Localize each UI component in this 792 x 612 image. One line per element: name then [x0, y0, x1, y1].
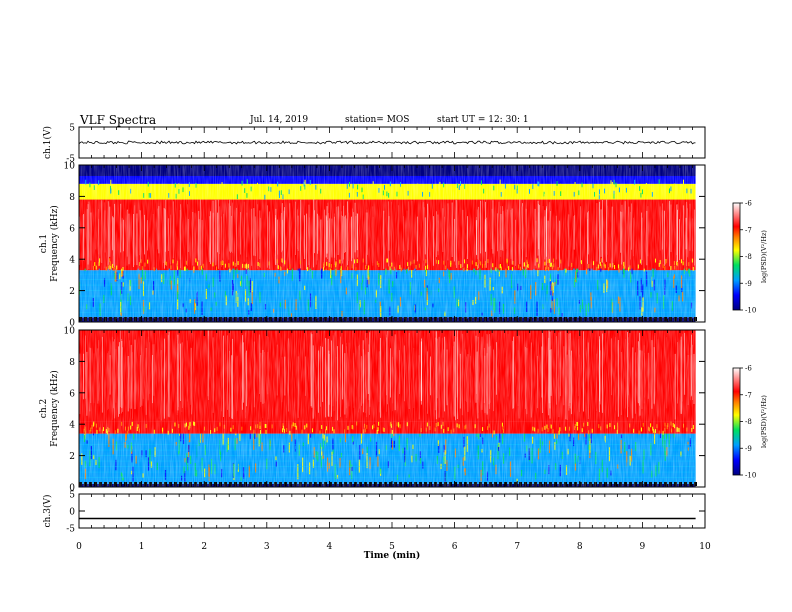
y-tick-label: -5 — [66, 525, 75, 535]
ch1-voltage-axis-label: ch.1(V) — [42, 126, 53, 159]
x-tick-label: 0 — [76, 542, 82, 552]
colorbar — [732, 202, 741, 311]
chart-title: VLF Spectra — [80, 113, 157, 127]
y-tick-label: 0 — [69, 484, 75, 494]
y-tick-label: -5 — [66, 155, 75, 165]
colorbar-tick-label: -6 — [745, 365, 752, 373]
colorbar-tick-label: -7 — [745, 226, 752, 234]
x-tick-label: 2 — [201, 542, 207, 552]
x-tick-label: 1 — [139, 542, 145, 552]
colorbar-label: log(PSD)(V²/Hz) — [760, 395, 768, 448]
colorbar-tick-label: -7 — [745, 391, 752, 399]
y-tick-label: 8 — [69, 193, 75, 203]
colorbar-tick-label: -9 — [745, 280, 752, 288]
x-tick-label: 4 — [327, 542, 333, 552]
colorbar-tick-label: -10 — [745, 307, 756, 315]
y-tick-label: 2 — [69, 287, 75, 297]
y-tick-label: 2 — [69, 452, 75, 462]
x-tick-label: 9 — [640, 542, 646, 552]
start-time-label: start UT = 12: 30: 1 — [437, 115, 529, 125]
ch2-label: ch.2 — [39, 399, 49, 418]
x-tick-label: 10 — [699, 542, 711, 552]
y-tick-label: 10 — [64, 327, 76, 337]
station-label: station= MOS — [345, 115, 410, 125]
y-tick-label: 6 — [69, 389, 75, 399]
colorbar-tick-label: -10 — [745, 472, 756, 480]
y-tick-label: 0 — [69, 508, 75, 518]
x-tick-label: 7 — [514, 542, 520, 552]
grain-overlay — [79, 165, 696, 322]
frequency-axis-label: Frequency (kHz) — [49, 370, 60, 447]
ch1-label: ch.1 — [39, 234, 49, 253]
date-label: Jul. 14, 2019 — [250, 115, 309, 125]
y-tick-label: 5 — [69, 124, 75, 134]
ch2-spectrogram — [79, 330, 705, 487]
x-tick-label: 3 — [264, 542, 270, 552]
ch3-voltage-axis-label: ch.3(V) — [42, 495, 53, 528]
y-tick-label: 8 — [69, 358, 75, 368]
y-tick-label: 4 — [69, 421, 75, 431]
colorbar-label: log(PSD)(V²/Hz) — [760, 230, 768, 283]
colorbar-tick-label: -8 — [745, 418, 752, 426]
colorbar — [732, 367, 741, 476]
y-tick-label: 0 — [69, 319, 75, 329]
colorbar-tick-label: -9 — [745, 445, 752, 453]
colorbar-tick-label: -6 — [745, 200, 752, 208]
y-tick-label: 6 — [69, 224, 75, 234]
x-axis-label: Time (min) — [364, 550, 421, 561]
ch1-spectrogram — [78, 165, 705, 322]
grain-overlay — [79, 330, 696, 487]
y-tick-label: 4 — [69, 256, 75, 266]
x-tick-label: 6 — [452, 542, 458, 552]
y-tick-label: 5 — [69, 491, 75, 501]
x-tick-label: 5 — [389, 542, 395, 552]
frequency-axis-label: Frequency (kHz) — [49, 205, 60, 282]
x-tick-label: 8 — [577, 542, 583, 552]
colorbar-tick-label: -8 — [745, 253, 752, 261]
ch1-waveform-trace — [78, 140, 696, 145]
y-tick-label: 10 — [64, 162, 76, 172]
